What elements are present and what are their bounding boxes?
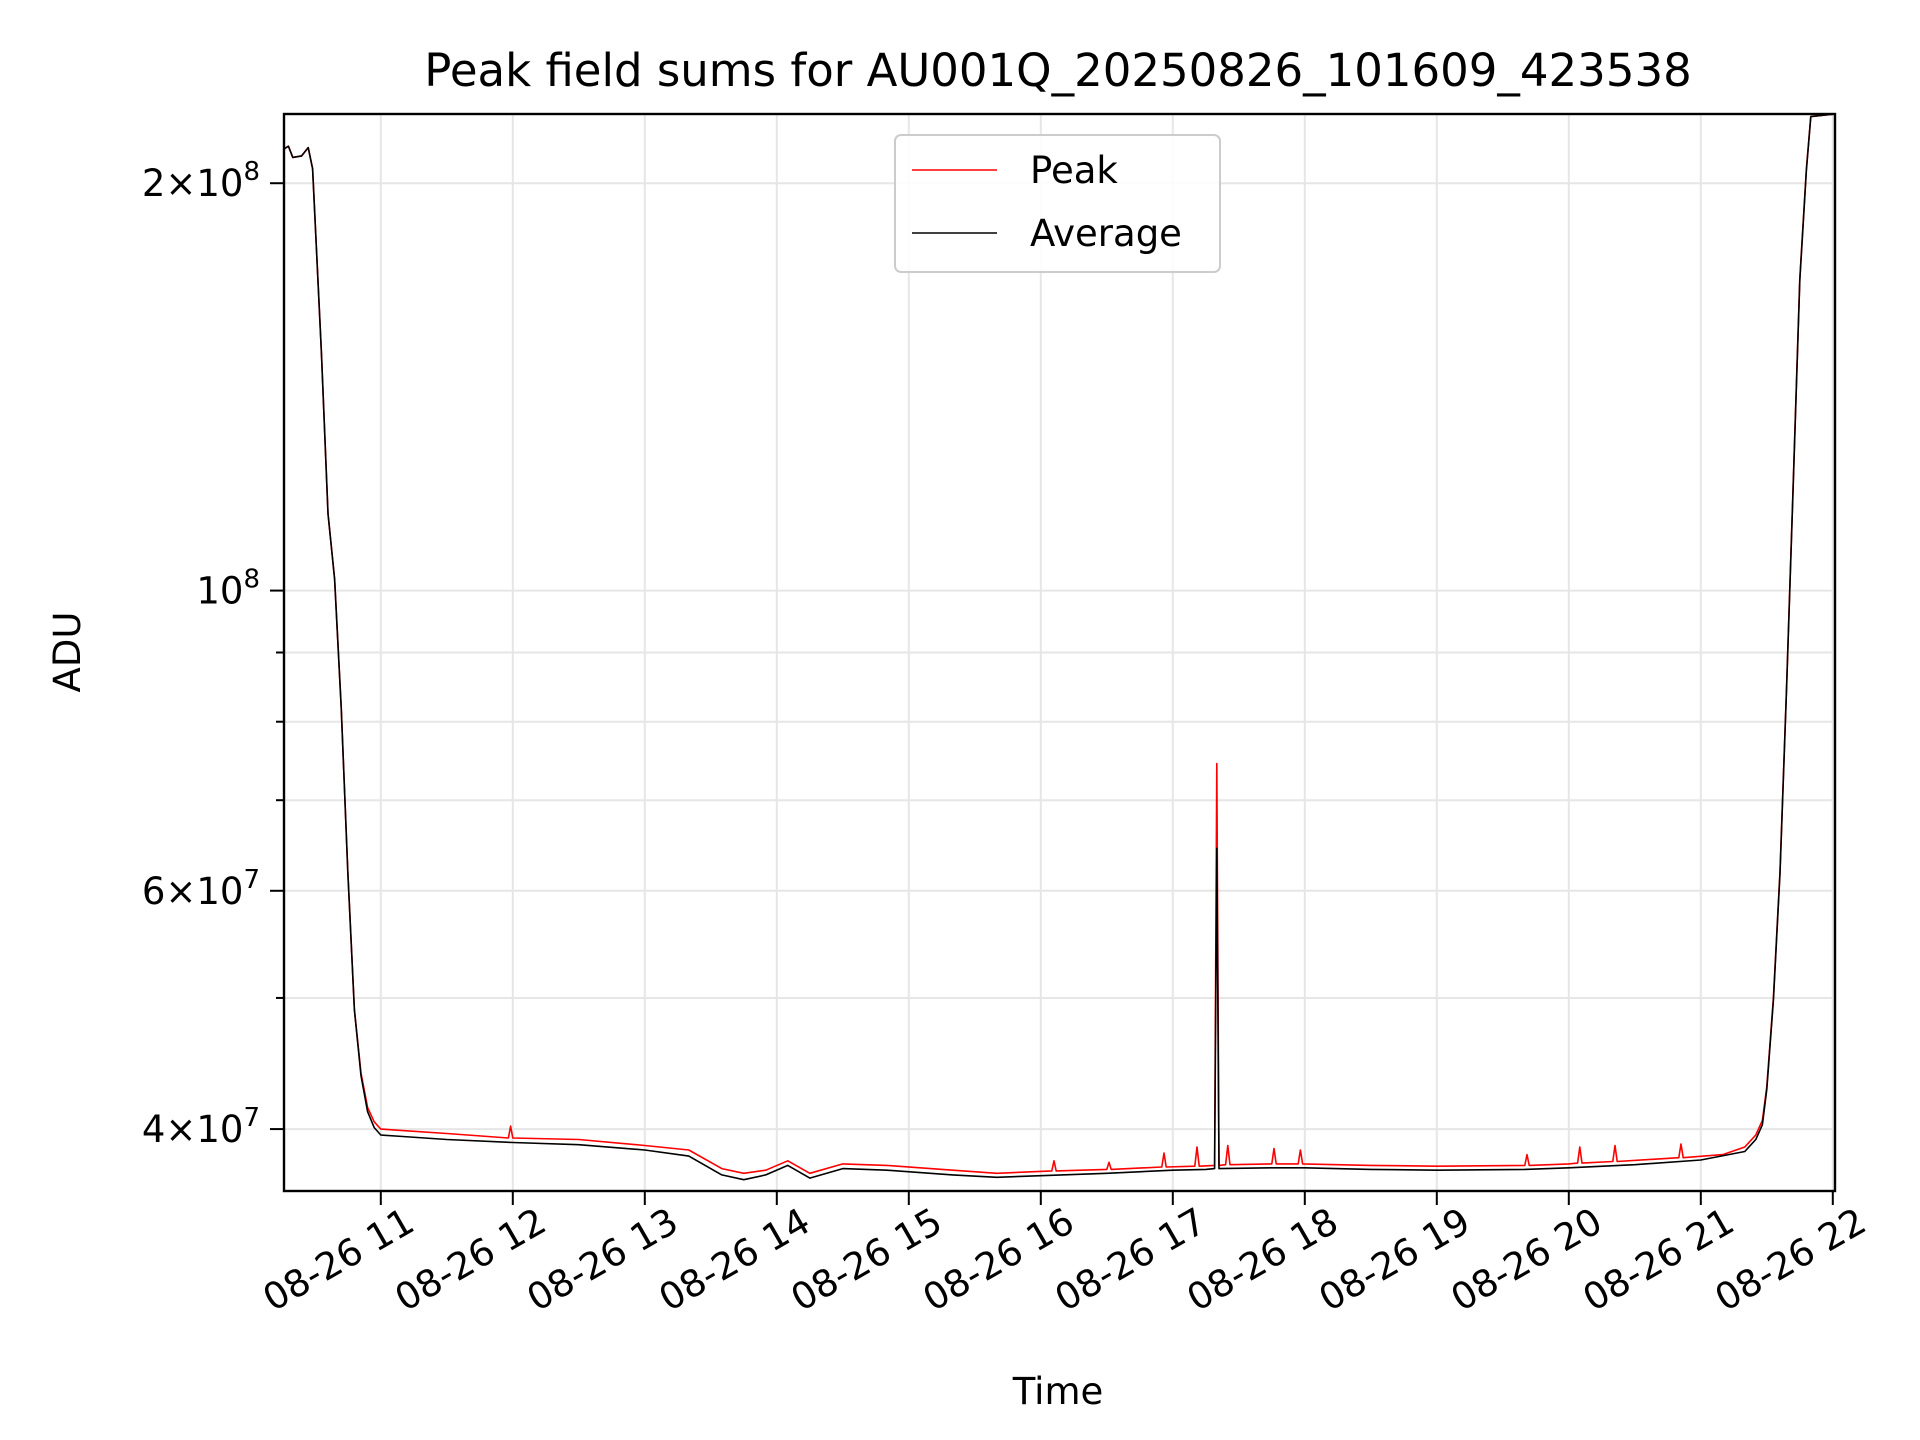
series-line-peak: [283, 113, 1836, 1175]
y-tick-label: 6×107: [142, 865, 260, 913]
y-axis-label: ADU: [46, 612, 89, 693]
y-axis: 4×107 6×107 108 2×108: [142, 157, 284, 1151]
legend-label-peak: Peak: [1030, 149, 1118, 192]
chart-title: Peak field sums for AU001Q_20250826_1016…: [424, 44, 1691, 97]
legend: Peak Average: [894, 134, 1221, 273]
legend-label-average: Average: [1030, 212, 1182, 255]
y-tick-label: 4×107: [142, 1103, 260, 1151]
grid: [284, 114, 1835, 1191]
series-line-average: [283, 113, 1836, 1181]
x-axis-label: Time: [1012, 1370, 1104, 1413]
y-tick-label: 108: [196, 565, 260, 613]
y-tick-label: 2×108: [142, 157, 260, 205]
series-layer: [283, 113, 1836, 1181]
